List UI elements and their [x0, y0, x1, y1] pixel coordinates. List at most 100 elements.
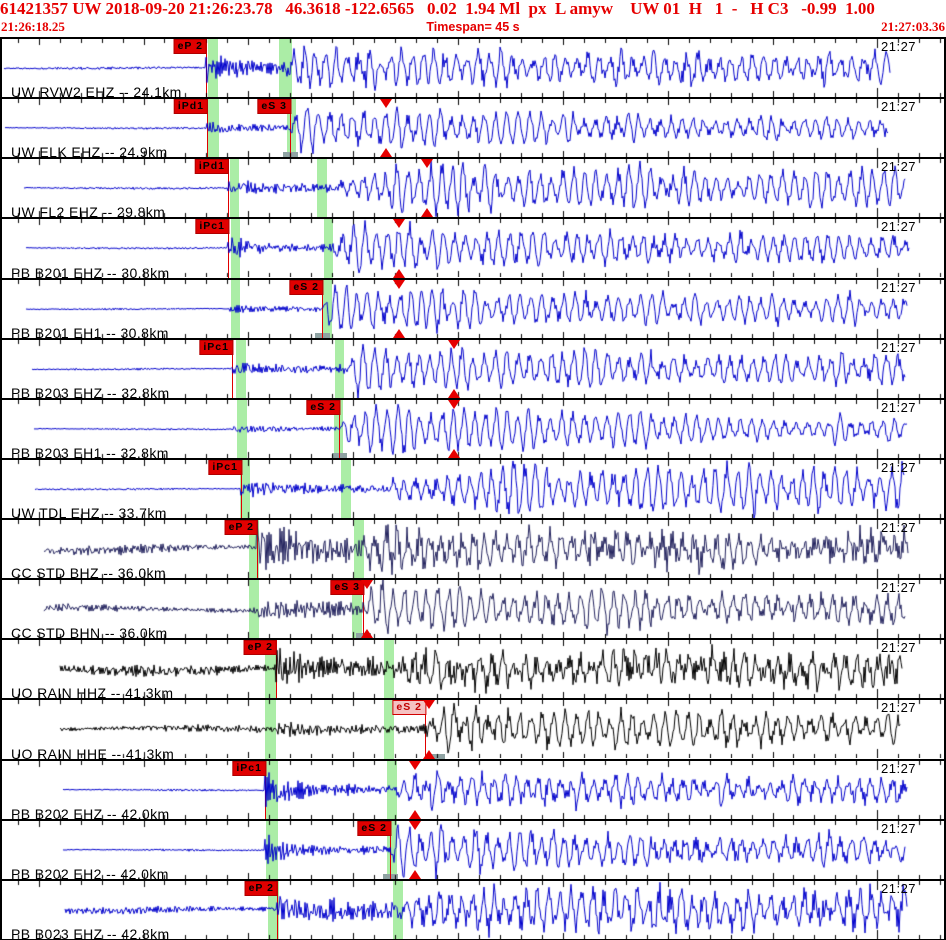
waveform-canvas[interactable]: [2, 880, 944, 939]
predicted-phase-marker-icon: [393, 279, 405, 289]
minute-mark-label: 21:27: [881, 99, 917, 115]
predicted-phase-marker-icon: [448, 448, 460, 458]
minute-mark-label: 21:27: [881, 820, 917, 836]
phase-pick-label[interactable]: eS 3: [257, 99, 291, 115]
timespan-label: Timespan= 45 s: [426, 20, 520, 34]
predicted-phase-marker-icon: [448, 388, 460, 398]
minute-mark-label: 21:27: [881, 219, 917, 235]
trace-panel: iPd1 21:27 UW FL2 EHZ -- 29.8km: [2, 159, 944, 221]
minute-mark-label: 21:27: [881, 880, 917, 896]
station-channel-label[interactable]: PB B203 EHZ -- 32.8km: [11, 384, 170, 401]
phase-pick-label[interactable]: eS 2: [289, 279, 323, 295]
waveform-canvas[interactable]: [2, 580, 944, 639]
predicted-phase-marker-icon: [393, 219, 405, 229]
trace-panel: eS 2 21:27 PB B202 EH2 -- 42.0km: [2, 820, 944, 882]
station-channel-label[interactable]: PB B203 EH1 -- 32.8km: [11, 444, 169, 461]
trace-panel: iPc1 21:27 PB B203 EHZ -- 32.8km: [2, 339, 944, 401]
station-channel-label[interactable]: UO RAIN HHZ -- 41.3km: [11, 685, 174, 702]
waveform-canvas[interactable]: [2, 279, 944, 338]
predicted-phase-marker-icon: [448, 399, 460, 409]
time-axis-header: 21:26:18.25 Timespan= 45 s 21:27:03.36: [0, 19, 946, 36]
waveform-canvas[interactable]: [2, 339, 944, 398]
predicted-phase-marker-icon: [423, 749, 435, 759]
station-channel-label[interactable]: PB B023 EHZ -- 42.8km: [11, 925, 170, 940]
phase-pick-label[interactable]: eP 2: [244, 880, 278, 896]
phase-pick-label[interactable]: eP 2: [224, 520, 258, 535]
minute-mark-label: 21:27: [881, 339, 917, 355]
station-channel-label[interactable]: UW ELK EHZ -- 24.9km: [11, 144, 168, 161]
predicted-phase-marker-icon: [393, 268, 405, 278]
waveform-canvas[interactable]: [2, 39, 944, 97]
predicted-phase-marker-icon: [393, 328, 405, 338]
phase-pick-label[interactable]: eP 2: [173, 39, 207, 54]
minute-mark-label: 21:27: [881, 700, 917, 716]
predicted-phase-marker-icon: [380, 148, 392, 158]
minute-mark-label: 21:27: [881, 39, 917, 54]
waveform-canvas[interactable]: [2, 99, 944, 158]
predicted-phase-marker-icon: [448, 339, 460, 349]
trace-panel: eS 2 21:27 PB B201 EH1 -- 30.8km: [2, 279, 944, 341]
trace-panel: iPc1 21:27 UW TDL EHZ -- 33.7km: [2, 459, 944, 521]
trace-panel: eS 2 21:27 UO RAIN HHE -- 41.3km: [2, 700, 944, 762]
waveform-canvas[interactable]: [2, 159, 944, 218]
event-header: 61421357 UW 2018-09-20 21:26:23.78 46.36…: [0, 0, 875, 18]
phase-pick-label[interactable]: iPc1: [232, 760, 266, 776]
predicted-phase-marker-icon: [421, 208, 433, 218]
station-channel-label[interactable]: CC STD BHN -- 36.0km: [11, 625, 168, 642]
minute-mark-label: 21:27: [881, 159, 917, 175]
trace-panel: eP 2 21:27 PB B023 EHZ -- 42.8km: [2, 880, 944, 940]
trace-list: eP 2 21:27 UW RVW2 EHZ -- 24.1km iPd1 eS 3 21…: [0, 37, 946, 940]
waveform-canvas[interactable]: [2, 760, 944, 819]
minute-mark-label: 21:27: [881, 399, 917, 415]
phase-pick-label[interactable]: eS 2: [357, 820, 391, 836]
station-channel-label[interactable]: CC STD BHZ -- 36.0km: [11, 565, 167, 582]
station-channel-label[interactable]: UW TDL EHZ -- 33.7km: [11, 505, 167, 521]
phase-pick-label[interactable]: eS 3: [330, 580, 364, 596]
waveform-canvas[interactable]: [2, 520, 944, 578]
minute-mark-label: 21:27: [881, 459, 917, 475]
waveform-canvas[interactable]: [2, 640, 944, 699]
station-channel-label[interactable]: PB B201 EH1 -- 30.8km: [11, 324, 169, 341]
trace-panel: eP 2 21:27 UW RVW2 EHZ -- 24.1km: [2, 39, 944, 101]
predicted-phase-marker-icon: [421, 159, 433, 169]
phase-pick-label[interactable]: eS 2: [392, 700, 426, 716]
station-channel-label[interactable]: PB B202 EHZ -- 42.0km: [11, 805, 170, 822]
predicted-phase-marker-icon: [409, 869, 421, 879]
predicted-phase-marker-icon: [409, 760, 421, 770]
waveform-canvas[interactable]: [2, 219, 944, 278]
window-end-time: 21:27:03.36: [881, 19, 945, 34]
trace-panel: eP 2 21:27 UO RAIN HHZ -- 41.3km: [2, 640, 944, 702]
trace-panel: eP 2 21:27 CC STD BHZ -- 36.0km: [2, 520, 944, 582]
phase-pick-label[interactable]: eS 2: [306, 399, 340, 415]
trace-panel: iPd1 eS 3 21:27 UW ELK EHZ -- 24.9km: [2, 99, 944, 161]
phase-pick-label[interactable]: iPc1: [195, 219, 229, 235]
station-channel-label[interactable]: PB B202 EH2 -- 42.0km: [11, 865, 169, 882]
minute-mark-label: 21:27: [881, 640, 917, 656]
phase-pick-label[interactable]: iPd1: [194, 159, 229, 175]
station-channel-label[interactable]: UW FL2 EHZ -- 29.8km: [11, 204, 166, 221]
phase-pick-label[interactable]: iPd1: [173, 99, 208, 115]
window-start-time: 21:26:18.25: [1, 19, 65, 34]
trace-panel: iPc1 21:27 PB B201 EHZ -- 30.8km: [2, 219, 944, 281]
waveform-canvas[interactable]: [2, 459, 944, 518]
station-channel-label[interactable]: UW RVW2 EHZ -- 24.1km: [11, 84, 182, 101]
trace-panel: iPc1 21:27 PB B202 EHZ -- 42.0km: [2, 760, 944, 822]
predicted-phase-marker-icon: [380, 99, 392, 109]
station-channel-label[interactable]: PB B201 EHZ -- 30.8km: [11, 264, 170, 281]
predicted-phase-marker-icon: [409, 820, 421, 830]
phase-pick-label[interactable]: eP 2: [243, 640, 277, 656]
station-channel-label[interactable]: UO RAIN HHE -- 41.3km: [11, 745, 175, 762]
predicted-phase-marker-icon: [361, 629, 373, 639]
minute-mark-label: 21:27: [881, 580, 917, 596]
waveform-canvas[interactable]: [2, 700, 944, 759]
predicted-phase-marker-icon: [361, 580, 373, 590]
trace-panel: eS 3 21:27 CC STD BHN -- 36.0km: [2, 580, 944, 642]
phase-pick-label[interactable]: iPc1: [199, 339, 233, 355]
minute-mark-label: 21:27: [881, 760, 917, 776]
phase-pick-label[interactable]: iPc1: [208, 459, 242, 475]
waveform-canvas[interactable]: [2, 399, 944, 458]
trace-panel: eS 2 21:27 PB B203 EH1 -- 32.8km: [2, 399, 944, 461]
waveform-canvas[interactable]: [2, 820, 944, 879]
predicted-phase-marker-icon: [423, 700, 435, 710]
